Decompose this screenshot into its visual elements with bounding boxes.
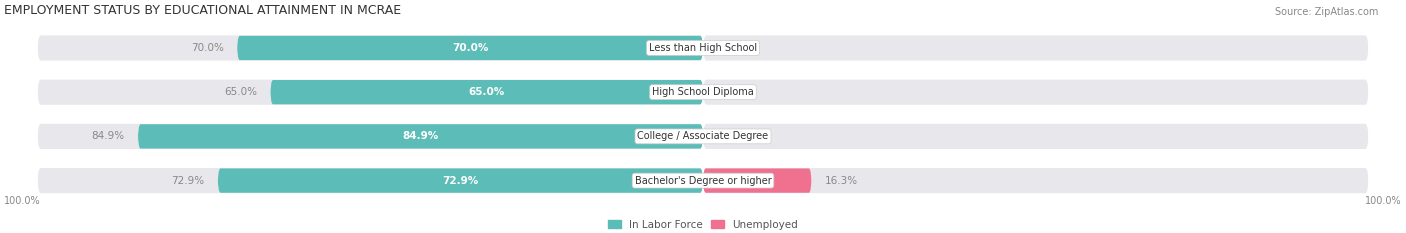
Text: 72.9%: 72.9%	[443, 176, 478, 186]
Text: 70.0%: 70.0%	[191, 43, 224, 53]
FancyBboxPatch shape	[138, 124, 703, 149]
Text: Source: ZipAtlas.com: Source: ZipAtlas.com	[1274, 7, 1378, 17]
FancyBboxPatch shape	[703, 168, 1368, 193]
FancyBboxPatch shape	[218, 168, 703, 193]
FancyBboxPatch shape	[270, 80, 703, 104]
Text: 65.0%: 65.0%	[468, 87, 505, 97]
FancyBboxPatch shape	[703, 124, 1368, 149]
FancyBboxPatch shape	[38, 124, 703, 149]
Text: EMPLOYMENT STATUS BY EDUCATIONAL ATTAINMENT IN MCRAE: EMPLOYMENT STATUS BY EDUCATIONAL ATTAINM…	[4, 4, 401, 17]
Text: 0.0%: 0.0%	[716, 43, 742, 53]
FancyBboxPatch shape	[703, 80, 1368, 105]
Text: 0.0%: 0.0%	[716, 87, 742, 97]
FancyBboxPatch shape	[38, 35, 703, 61]
Text: High School Diploma: High School Diploma	[652, 87, 754, 97]
Text: 84.9%: 84.9%	[91, 131, 125, 141]
Text: Less than High School: Less than High School	[650, 43, 756, 53]
Text: 65.0%: 65.0%	[224, 87, 257, 97]
Text: College / Associate Degree: College / Associate Degree	[637, 131, 769, 141]
Text: 70.0%: 70.0%	[451, 43, 488, 53]
Text: 100.0%: 100.0%	[4, 196, 41, 206]
Text: 84.9%: 84.9%	[402, 131, 439, 141]
Text: 16.3%: 16.3%	[825, 176, 858, 186]
FancyBboxPatch shape	[38, 168, 703, 193]
Legend: In Labor Force, Unemployed: In Labor Force, Unemployed	[609, 220, 797, 230]
FancyBboxPatch shape	[238, 36, 703, 60]
Text: Bachelor's Degree or higher: Bachelor's Degree or higher	[634, 176, 772, 186]
Text: 100.0%: 100.0%	[1365, 196, 1402, 206]
FancyBboxPatch shape	[703, 168, 811, 193]
Text: 0.0%: 0.0%	[716, 131, 742, 141]
FancyBboxPatch shape	[703, 35, 1368, 61]
FancyBboxPatch shape	[38, 80, 703, 105]
Text: 72.9%: 72.9%	[172, 176, 204, 186]
